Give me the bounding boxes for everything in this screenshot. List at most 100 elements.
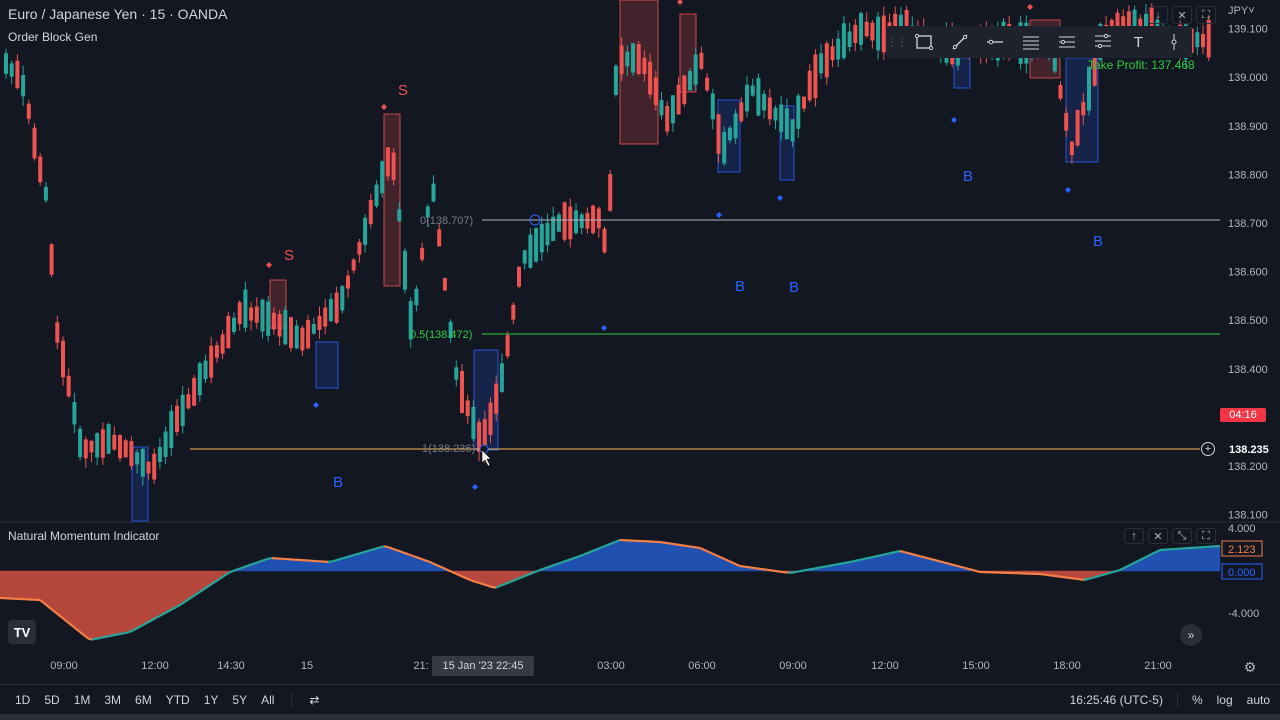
candle-body[interactable]: [32, 127, 37, 159]
candle-body[interactable]: [391, 152, 396, 180]
log-toggle[interactable]: log: [1216, 693, 1233, 707]
candle-body[interactable]: [112, 434, 117, 450]
candle-body[interactable]: [328, 299, 333, 322]
horizontal-ray-icon[interactable]: [978, 26, 1014, 58]
close-icon[interactable]: ✕: [1148, 528, 1168, 544]
candle-body[interactable]: [100, 429, 105, 458]
candle-body[interactable]: [140, 448, 145, 477]
candle-body[interactable]: [693, 54, 698, 85]
clock[interactable]: 16:25:46 (UTC-5): [1069, 693, 1163, 707]
candle-body[interactable]: [83, 439, 88, 459]
candle-body[interactable]: [72, 402, 77, 425]
candle-body[interactable]: [169, 411, 174, 449]
candle-body[interactable]: [203, 360, 208, 380]
candle-body[interactable]: [363, 217, 368, 245]
candle-body[interactable]: [323, 307, 328, 327]
candle-body[interactable]: [836, 38, 841, 60]
candle-body[interactable]: [357, 242, 362, 255]
range-button[interactable]: All: [261, 692, 275, 707]
range-button[interactable]: 1D: [15, 692, 31, 707]
maximize-icon[interactable]: ⛶: [1196, 528, 1216, 544]
candle-body[interactable]: [254, 306, 259, 323]
candle-body[interactable]: [488, 402, 493, 435]
candle-body[interactable]: [289, 317, 293, 349]
candle-body[interactable]: [699, 52, 704, 69]
candle-body[interactable]: [1206, 19, 1211, 58]
candle-body[interactable]: [631, 43, 635, 73]
rectangle-icon[interactable]: [906, 26, 942, 58]
candle-body[interactable]: [511, 304, 516, 320]
candle-body[interactable]: [613, 65, 618, 96]
candle-body[interactable]: [243, 289, 248, 328]
candle-body[interactable]: [745, 84, 749, 112]
candle-body[interactable]: [420, 247, 425, 260]
candle-body[interactable]: [311, 323, 316, 334]
candle-body[interactable]: [152, 453, 157, 480]
candle-body[interactable]: [659, 100, 664, 116]
candle-body[interactable]: [226, 315, 231, 349]
candle-body[interactable]: [722, 131, 727, 164]
candle-body[interactable]: [767, 97, 772, 120]
lines-icon[interactable]: [1013, 26, 1049, 58]
candle-body[interactable]: [574, 210, 578, 234]
candle-body[interactable]: [505, 335, 510, 357]
candle-body[interactable]: [688, 71, 692, 91]
candle-body[interactable]: [608, 174, 613, 211]
candle-body[interactable]: [15, 60, 20, 89]
candle-body[interactable]: [773, 107, 778, 121]
candle-body[interactable]: [1201, 33, 1205, 48]
candle-body[interactable]: [579, 214, 584, 229]
range-button[interactable]: 1Y: [203, 692, 219, 707]
candle-body[interactable]: [123, 440, 128, 458]
trend-line-icon[interactable]: [942, 26, 978, 58]
candle-body[interactable]: [819, 53, 824, 74]
symbol-title[interactable]: Euro / Japanese Yen · 15 · OANDA: [8, 6, 228, 22]
candle-body[interactable]: [43, 186, 48, 201]
candle-body[interactable]: [66, 375, 71, 397]
candle-body[interactable]: [625, 51, 630, 67]
candle-body[interactable]: [425, 206, 430, 218]
candle-body[interactable]: [710, 93, 715, 120]
range-button[interactable]: YTD: [165, 692, 190, 707]
candle-body[interactable]: [61, 340, 65, 378]
candle-body[interactable]: [648, 61, 653, 95]
candle-body[interactable]: [494, 383, 499, 414]
candle-body[interactable]: [1058, 84, 1063, 99]
text-icon[interactable]: T: [1133, 33, 1143, 51]
candle-body[interactable]: [790, 119, 795, 142]
candle-body[interactable]: [841, 23, 846, 58]
candle-body[interactable]: [9, 63, 14, 77]
move-up-icon[interactable]: ↑: [1124, 528, 1144, 544]
candle-body[interactable]: [334, 292, 339, 323]
candle-body[interactable]: [727, 127, 732, 141]
candle-body[interactable]: [779, 104, 784, 132]
add-icon[interactable]: +: [1201, 442, 1215, 456]
candle-body[interactable]: [129, 441, 134, 466]
candle-body[interactable]: [784, 108, 789, 140]
candle-body[interactable]: [237, 302, 242, 325]
candle-body[interactable]: [340, 286, 345, 311]
tradingview-logo[interactable]: TV: [8, 620, 36, 644]
range-button[interactable]: 1M: [73, 692, 91, 707]
candle-body[interactable]: [374, 184, 379, 207]
candle-body[interactable]: [739, 102, 744, 122]
candle-body[interactable]: [551, 216, 556, 242]
candle-body[interactable]: [824, 43, 829, 78]
candle-body[interactable]: [1052, 56, 1057, 72]
candle-body[interactable]: [214, 345, 219, 358]
candle-body[interactable]: [317, 315, 322, 330]
candle-body[interactable]: [517, 266, 521, 287]
time-axis[interactable]: 09:00 12:00 14:30 15 21: 03:00 06:00 09:00 12:00…: [0, 658, 1220, 676]
percent-toggle[interactable]: %: [1191, 693, 1203, 707]
parallel-channel-icon[interactable]: [1049, 26, 1085, 58]
candle-body[interactable]: [163, 431, 168, 457]
candle-body[interactable]: [499, 363, 504, 392]
candle-body[interactable]: [813, 54, 818, 99]
fib-anchor-handle[interactable]: [529, 214, 541, 226]
candle-body[interactable]: [38, 156, 43, 183]
candle-body[interactable]: [209, 345, 214, 378]
gear-icon[interactable]: ⚙: [1243, 658, 1257, 675]
candle-body[interactable]: [1064, 112, 1069, 131]
range-button[interactable]: 3M: [104, 692, 122, 707]
candle-body[interactable]: [192, 378, 197, 406]
